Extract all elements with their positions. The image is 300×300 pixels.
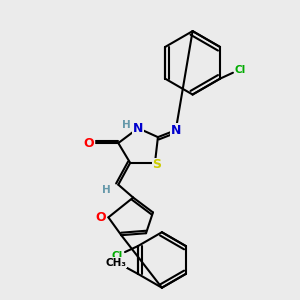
Text: S: S [152,158,161,171]
Text: O: O [83,136,94,150]
Text: H: H [122,120,130,130]
Text: Cl: Cl [111,251,123,261]
Text: H: H [102,184,111,195]
Text: O: O [95,211,106,224]
Text: N: N [171,124,181,137]
Text: CH₃: CH₃ [106,258,127,268]
Text: Cl: Cl [234,65,245,75]
Text: N: N [133,122,143,135]
